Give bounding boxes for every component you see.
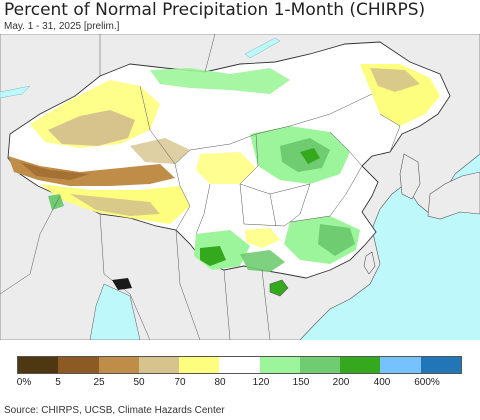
precipitation-map — [0, 34, 480, 340]
japan-islands — [427, 171, 480, 220]
legend-label-2: 25 — [93, 377, 105, 388]
legend-label-6: 120 — [252, 377, 270, 388]
northeast-tan-area — [370, 68, 420, 92]
legend-label-1: 5 — [55, 377, 61, 388]
qinghai-tan-area — [130, 138, 190, 164]
tibet-brown-band — [8, 156, 175, 186]
bay-of-bengal — [89, 283, 141, 340]
southwest-dark-green — [200, 246, 226, 266]
bangladesh-black-area — [112, 278, 132, 290]
mongolia-green-area — [150, 68, 290, 94]
legend-swatch-6 — [259, 357, 300, 373]
legend-swatch-2 — [98, 357, 139, 373]
central-yellow-area — [196, 152, 256, 184]
legend-label-9: 400 — [373, 377, 391, 388]
legend-label-10: 600% — [414, 377, 440, 388]
guangxi-green-area — [240, 250, 285, 272]
legend-swatch-8 — [340, 357, 381, 373]
tibet-dark-brown — [20, 162, 90, 180]
lake-baikal — [244, 37, 281, 59]
korea-peninsula — [399, 153, 421, 200]
legend-swatch-3 — [138, 357, 180, 373]
legend-swatch-1 — [58, 357, 99, 373]
north-china-core — [300, 148, 320, 164]
south-yellow-area — [245, 228, 280, 248]
taiwan-island — [363, 251, 376, 275]
legend-label-5: 80 — [214, 377, 226, 388]
hainan-island — [269, 279, 289, 297]
legend-swatch-9 — [380, 357, 421, 373]
southeast-dark-green — [318, 224, 355, 256]
lake-balkhash — [0, 85, 31, 99]
map-subtitle: May. 1 - 31, 2025 [prelim.] — [4, 21, 120, 32]
legend-label-3: 50 — [133, 377, 145, 388]
province-borders — [139, 85, 401, 235]
legend-label-0: 0% — [16, 377, 32, 388]
legend-swatch-0 — [18, 357, 59, 373]
legend-labels: 0% 5 25 50 70 80 120 150 200 400 600% — [0, 377, 480, 391]
legend-swatch-7 — [299, 357, 341, 373]
tibet-tan-area — [70, 194, 160, 216]
map-canvas — [0, 34, 480, 340]
country-borders — [0, 34, 271, 340]
tibet-green-spot — [48, 194, 64, 210]
legend-label-4: 70 — [174, 377, 186, 388]
legend-swatch-10 — [420, 357, 461, 373]
legend-label-7: 150 — [292, 377, 310, 388]
color-legend — [17, 356, 462, 374]
map-title: Percent of Normal Precipitation 1-Month … — [4, 0, 426, 20]
legend-swatch-4 — [179, 357, 220, 373]
source-credit: Source: CHIRPS, UCSB, Climate Hazards Ce… — [4, 405, 225, 416]
legend-label-8: 200 — [332, 377, 350, 388]
legend-swatch-5 — [219, 357, 260, 373]
tarim-brown-area — [48, 110, 135, 146]
